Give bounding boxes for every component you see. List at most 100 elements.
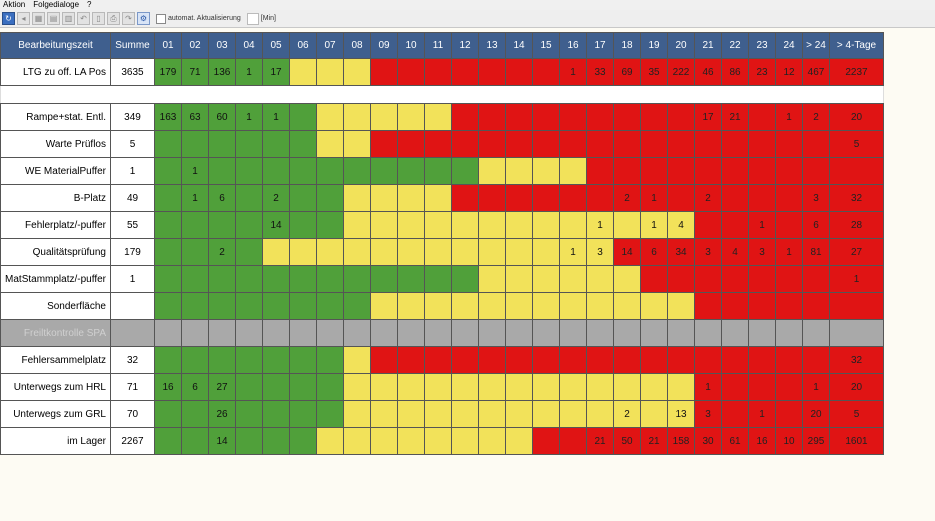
value-cell[interactable] [424,211,452,239]
value-cell[interactable] [748,346,776,374]
header-col-14[interactable]: 13 [478,32,506,59]
table-row[interactable]: LTG zu off. LA Pos 3635 179 71 136 1 17 1 33 69 35… [0,58,884,86]
value-cell[interactable] [694,130,722,158]
value-cell[interactable] [559,346,587,374]
value-cell[interactable] [532,292,560,320]
header-col-11[interactable]: 10 [397,32,425,59]
value-cell[interactable] [262,292,290,320]
header-col-25[interactable]: 24 [775,32,803,59]
value-cell[interactable] [532,211,560,239]
row-sum[interactable] [110,292,155,320]
value-cell[interactable]: 81 [802,238,830,266]
value-cell[interactable] [424,292,452,320]
header-col-20[interactable]: 19 [640,32,668,59]
auto-refresh-checkbox[interactable] [156,13,166,24]
value-cell[interactable] [289,319,317,347]
value-cell[interactable]: 179 [154,58,182,86]
value-cell[interactable]: 1 [559,58,587,86]
value-cell[interactable] [424,346,452,374]
value-cell[interactable] [451,265,479,293]
value-cell[interactable] [532,130,560,158]
value-cell[interactable] [316,157,344,185]
value-cell[interactable] [478,292,506,320]
value-cell[interactable]: 2 [262,184,290,212]
value-cell[interactable] [829,157,884,185]
value-cell[interactable] [343,103,371,131]
value-cell[interactable] [424,373,452,401]
header-sum[interactable]: Summe [110,32,155,59]
value-cell[interactable] [748,292,776,320]
value-cell[interactable] [424,184,452,212]
value-cell[interactable] [667,292,695,320]
value-cell[interactable] [181,130,209,158]
table-row[interactable]: Rampe+stat. Entl. 349 163 63 60 1 1 17 21 1 2 20 [0,103,884,131]
undo-icon[interactable]: ↶ [77,12,90,25]
value-cell[interactable] [478,319,506,347]
value-cell[interactable] [397,130,425,158]
header-col-10[interactable]: 09 [370,32,398,59]
table-row[interactable]: Fehlerplatz/-puffer 55 14 1 1 4 1 6 28 [0,211,884,239]
value-cell[interactable] [694,211,722,239]
value-cell[interactable] [235,130,263,158]
value-cell[interactable] [775,184,803,212]
value-cell[interactable]: 1 [559,238,587,266]
value-cell[interactable] [424,238,452,266]
value-cell[interactable] [613,265,641,293]
value-cell[interactable]: 163 [154,103,182,131]
value-cell[interactable] [613,346,641,374]
value-cell[interactable] [451,427,479,455]
refresh-icon[interactable]: ↻ [2,12,15,25]
value-cell[interactable] [316,211,344,239]
value-cell[interactable] [640,346,668,374]
table-row[interactable]: Sonderfläche [0,292,884,320]
value-cell[interactable]: 4 [721,238,749,266]
value-cell[interactable] [586,373,614,401]
row-label[interactable]: LTG zu off. LA Pos [0,58,111,86]
value-cell[interactable] [586,157,614,185]
value-cell[interactable]: 10 [775,427,803,455]
value-cell[interactable] [289,373,317,401]
value-cell[interactable] [478,400,506,428]
value-cell[interactable] [181,427,209,455]
value-cell[interactable]: 1 [235,103,263,131]
value-cell[interactable]: 12 [775,58,803,86]
value-cell[interactable] [343,130,371,158]
value-cell[interactable]: 1 [775,238,803,266]
value-cell[interactable] [694,265,722,293]
table-row[interactable]: Fehlersammelplatz 32 32 [0,346,884,374]
row-sum[interactable]: 49 [110,184,155,212]
value-cell[interactable] [289,238,317,266]
value-cell[interactable]: 295 [802,427,830,455]
value-cell[interactable] [451,373,479,401]
value-cell[interactable] [424,58,452,86]
header-col-15[interactable]: 14 [505,32,533,59]
value-cell[interactable] [667,130,695,158]
value-cell[interactable] [559,319,587,347]
row-label[interactable]: im Lager [0,427,111,455]
value-cell[interactable]: 1 [262,103,290,131]
value-cell[interactable] [505,373,533,401]
value-cell[interactable]: 1 [829,265,884,293]
value-cell[interactable]: 1 [181,157,209,185]
header-col-23[interactable]: 22 [721,32,749,59]
value-cell[interactable]: 3 [586,238,614,266]
value-cell[interactable]: 21 [721,103,749,131]
value-cell[interactable] [343,373,371,401]
value-cell[interactable] [316,130,344,158]
menu-item-folgedialoge[interactable]: Folgedialoge [33,0,80,9]
value-cell[interactable] [235,373,263,401]
row-label[interactable]: Qualitätsprüfung [0,238,111,266]
value-cell[interactable] [802,319,830,347]
value-cell[interactable] [343,184,371,212]
value-cell[interactable] [478,130,506,158]
value-cell[interactable]: 1601 [829,427,884,455]
value-cell[interactable] [370,157,398,185]
value-cell[interactable] [181,238,209,266]
value-cell[interactable]: 13 [667,400,695,428]
value-cell[interactable] [397,373,425,401]
value-cell[interactable]: 32 [829,346,884,374]
value-cell[interactable]: 20 [829,373,884,401]
value-cell[interactable] [424,103,452,131]
value-cell[interactable] [370,373,398,401]
value-cell[interactable] [316,400,344,428]
